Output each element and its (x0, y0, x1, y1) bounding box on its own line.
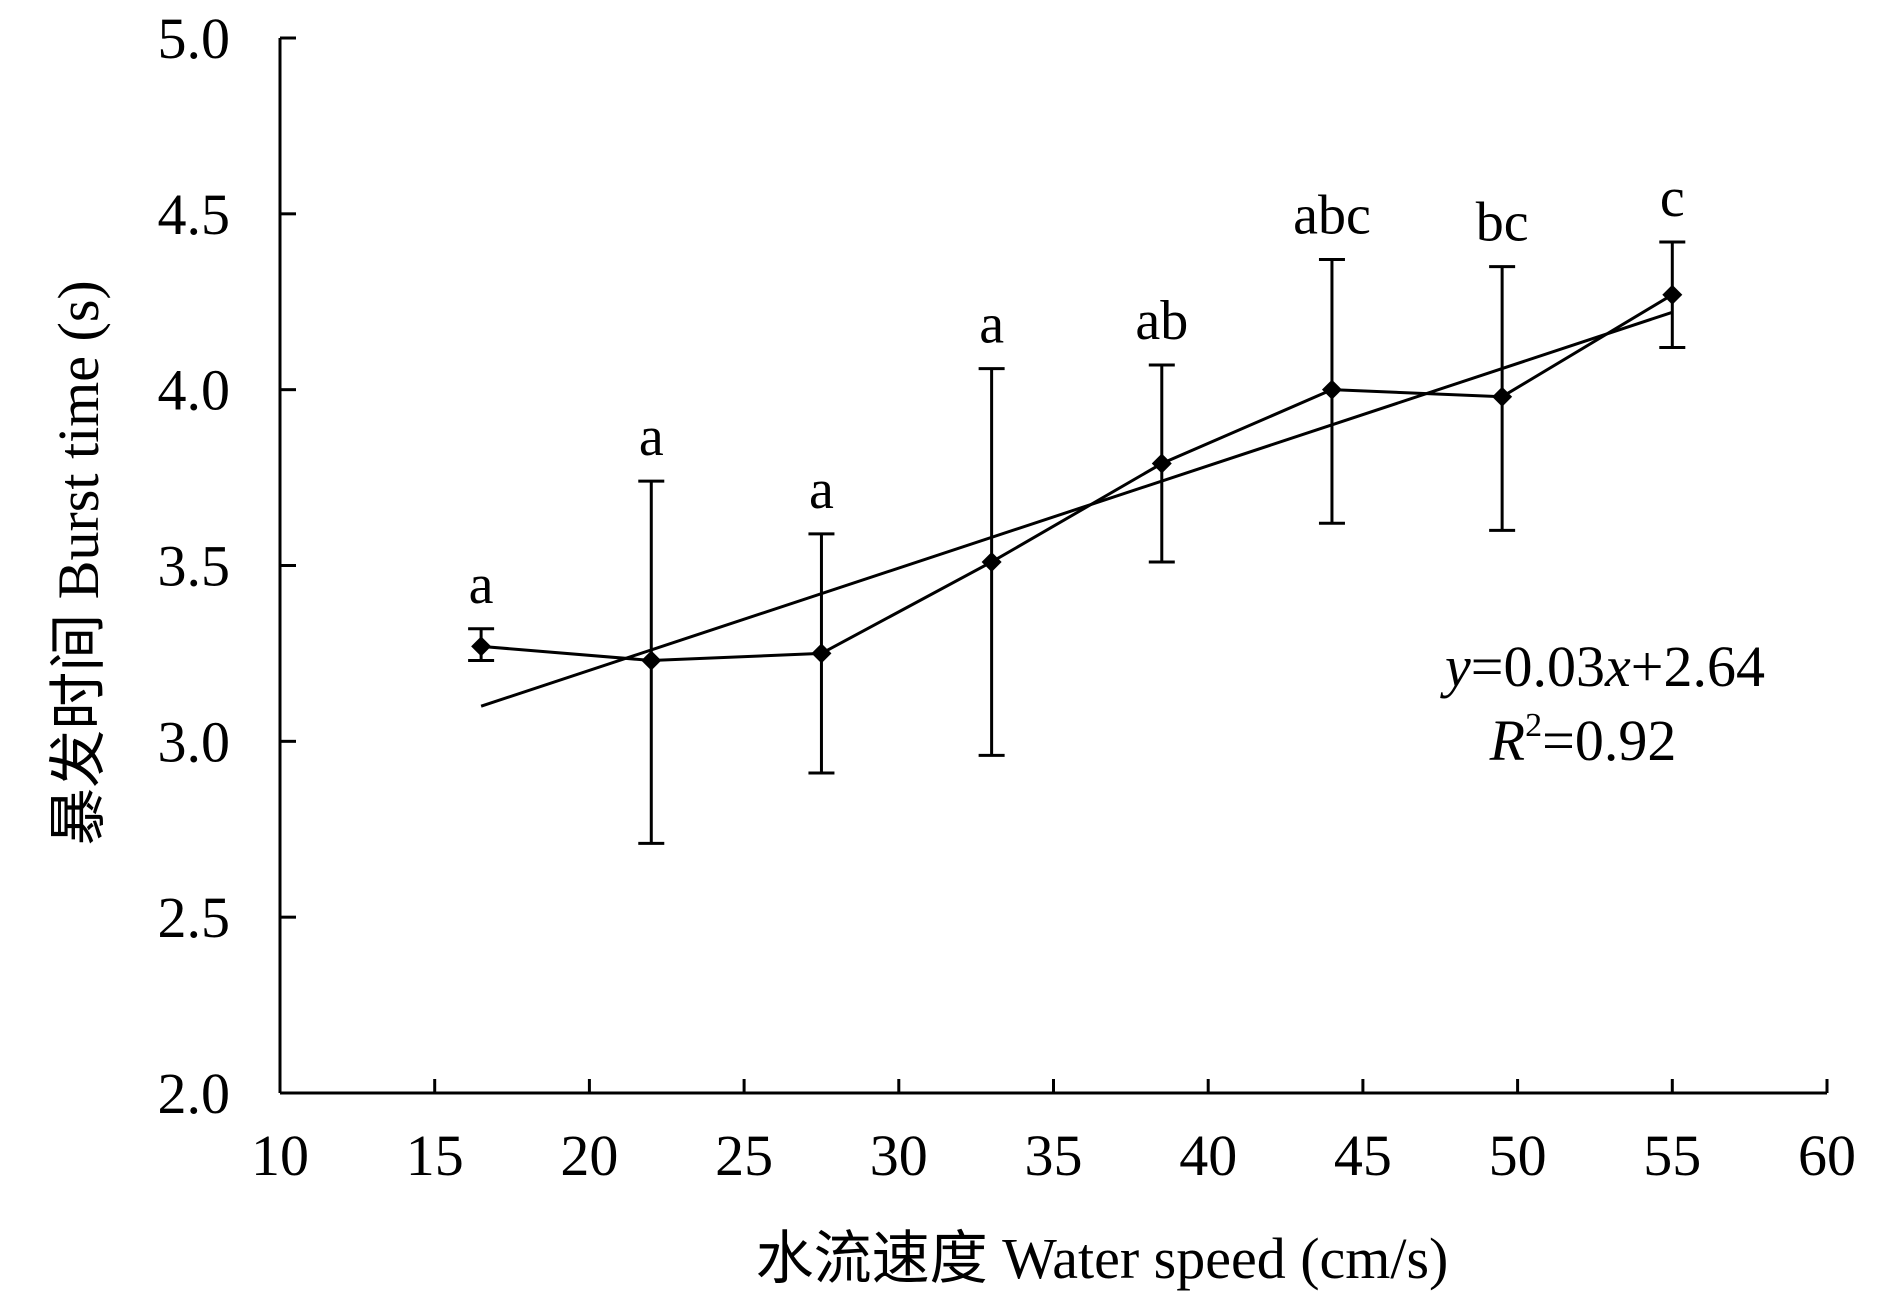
data-point-diamond (1151, 453, 1172, 474)
eq-intercept: +2.64 (1631, 634, 1765, 699)
significance-letter: a (809, 459, 834, 521)
y-tick-label: 4.5 (158, 182, 231, 247)
significance-letter: a (469, 554, 494, 616)
x-tick-label: 10 (251, 1123, 309, 1188)
y-tick-label: 2.5 (158, 885, 231, 950)
significance-letter: a (979, 294, 1004, 356)
significance-letter: c (1660, 167, 1685, 229)
x-tick-label: 55 (1643, 1123, 1701, 1188)
data-point-diamond (1492, 386, 1513, 407)
x-tick-label: 25 (715, 1123, 773, 1188)
data-point-diamond (1321, 379, 1342, 400)
x-tick-label: 50 (1489, 1123, 1547, 1188)
significance-letter: abc (1293, 185, 1371, 247)
series-group (480, 293, 1674, 662)
r-var: R (1489, 708, 1525, 773)
x-tick-label: 40 (1179, 1123, 1237, 1188)
trendline-group (480, 310, 1673, 708)
eq-y-var: y (1440, 634, 1471, 699)
x-tick-label: 30 (870, 1123, 928, 1188)
y-tick-label: 4.0 (158, 358, 231, 423)
x-axis-title: 水流速度 Water speed (cm/s) (756, 1226, 1449, 1291)
y-tick-label: 2.0 (158, 1061, 231, 1126)
eq-x-var: x (1604, 634, 1631, 699)
y-axis-title: 暴发时间 Burst time (s) (46, 280, 111, 845)
data-point-diamond (471, 636, 492, 657)
y-axis-ticks: 2.0 2.5 3.0 3.5 4.0 4.5 5.0 (158, 6, 296, 1126)
significance-letters: a a a a ab abc bc c (469, 167, 1685, 616)
y-tick-label: 5.0 (158, 6, 231, 71)
r-value: =0.92 (1542, 708, 1676, 773)
data-point-diamond (641, 650, 662, 671)
axes (278, 38, 1827, 1095)
r-squared: R2=0.92 (1489, 707, 1677, 773)
data-point-diamond (811, 643, 832, 664)
r-superscript: 2 (1525, 707, 1542, 744)
x-tick-label: 15 (406, 1123, 464, 1188)
regression-equation: y=0.03x+2.64 (1440, 634, 1765, 699)
x-tick-label: 35 (1025, 1123, 1083, 1188)
y-tick-label: 3.5 (158, 534, 231, 599)
x-tick-label: 20 (560, 1123, 618, 1188)
significance-letter: bc (1476, 192, 1529, 254)
data-point-diamond (1662, 284, 1683, 305)
y-tick-label: 3.0 (158, 709, 231, 774)
x-axis-ticks: 10 15 20 25 30 35 40 45 50 55 60 (251, 1079, 1856, 1188)
series-line (480, 293, 1674, 662)
x-tick-label: 60 (1798, 1123, 1856, 1188)
trendline (480, 310, 1673, 708)
data-markers (471, 284, 1683, 671)
data-point-diamond (981, 551, 1002, 572)
significance-letter: ab (1135, 290, 1188, 352)
significance-letter: a (639, 406, 664, 468)
x-tick-label: 45 (1334, 1123, 1392, 1188)
eq-slope: =0.03 (1471, 634, 1605, 699)
